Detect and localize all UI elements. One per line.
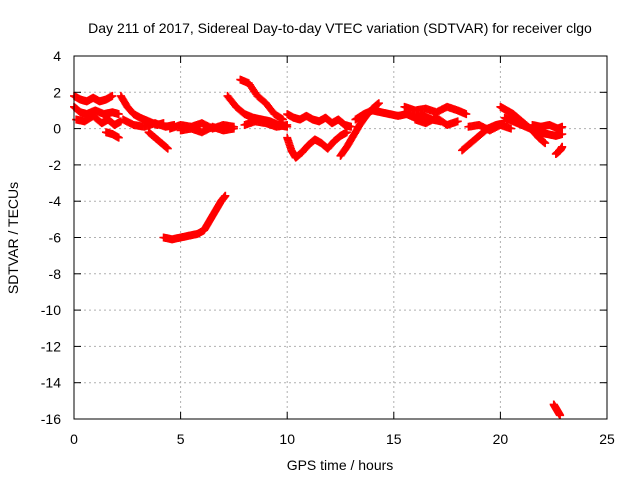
x-tick-label: 15	[386, 431, 402, 447]
y-tick-label: -6	[49, 230, 62, 246]
y-tick-label: 2	[53, 84, 61, 100]
x-axis-label: GPS time / hours	[287, 457, 394, 473]
y-tick-label: -2	[49, 157, 62, 173]
chart-title: Day 211 of 2017, Sidereal Day-to-day VTE…	[88, 20, 592, 36]
y-tick-label: 0	[53, 121, 61, 137]
data-point	[507, 124, 516, 133]
y-tick-label: -8	[49, 266, 62, 282]
data-points	[70, 75, 567, 420]
x-tick-label: 20	[493, 431, 509, 447]
y-tick-label: -4	[49, 193, 62, 209]
x-tick-label: 0	[70, 431, 78, 447]
y-tick-label: -14	[41, 375, 61, 391]
data-point	[283, 120, 292, 129]
data-point	[108, 91, 117, 100]
data-point	[347, 122, 356, 131]
data-point	[342, 128, 351, 137]
x-tick-label: 10	[279, 431, 295, 447]
x-tick-label: 5	[177, 431, 185, 447]
data-point	[558, 130, 567, 139]
y-tick-label: 4	[53, 48, 61, 64]
data-point	[374, 99, 383, 108]
y-tick-label: -10	[41, 302, 61, 318]
data-point	[221, 191, 230, 200]
data-point	[453, 117, 462, 126]
x-tick-label: 25	[599, 431, 615, 447]
y-tick-label: -12	[41, 338, 61, 354]
data-point	[114, 110, 123, 119]
data-point	[462, 110, 471, 119]
data-point	[558, 122, 567, 131]
grid	[74, 56, 607, 419]
data-point	[114, 133, 123, 142]
data-point	[163, 144, 172, 153]
data-point	[541, 139, 550, 148]
data-point	[558, 142, 567, 151]
y-tick-label: -16	[41, 411, 61, 427]
y-axis-label: SDTVAR / TECUs	[5, 182, 21, 294]
data-point	[229, 124, 238, 133]
data-point	[556, 411, 565, 420]
